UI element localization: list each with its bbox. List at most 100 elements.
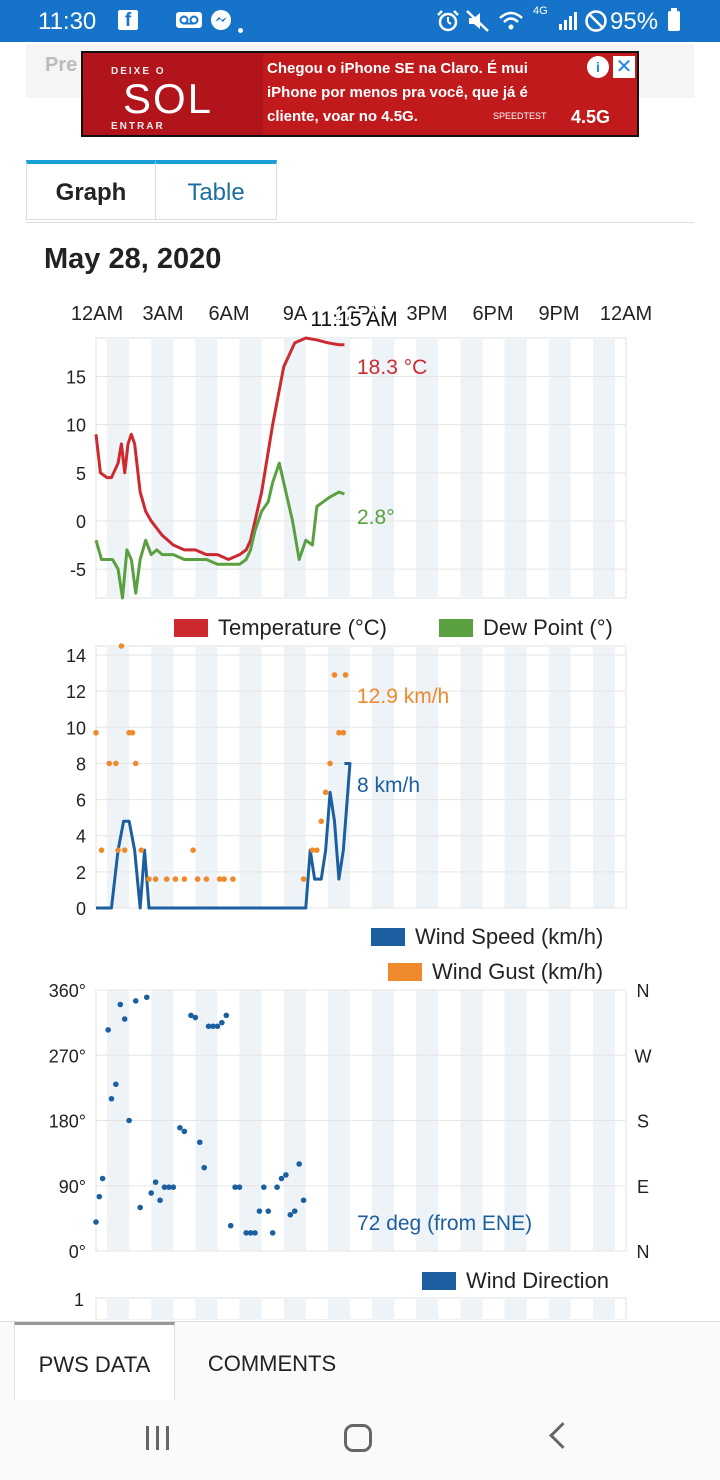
y-right-tick-label: N: [637, 1242, 650, 1262]
ad-close-icon[interactable]: ✕: [613, 56, 635, 78]
data-point: [106, 760, 113, 767]
y-tick-label: 270°: [49, 1046, 86, 1066]
y-tick-label: 10: [66, 718, 86, 738]
series-line: [96, 761, 352, 910]
data-point: [181, 1128, 188, 1135]
data-point: [108, 1095, 115, 1102]
data-point: [314, 847, 320, 853]
legend-windgust-label: Wind Gust (km/h): [432, 959, 603, 984]
legend-windspeed-label: Wind Speed (km/h): [415, 924, 603, 949]
data-point: [143, 994, 150, 1001]
y-tick-label: 1: [74, 1290, 84, 1310]
data-point: [190, 847, 196, 853]
y-tick-label: 8: [76, 754, 86, 774]
time-axis-label: 3AM: [142, 303, 183, 325]
wifi-icon: [498, 10, 524, 38]
data-point: [219, 1019, 225, 1026]
time-band: [195, 1298, 218, 1320]
time-axis-label: 12AM: [71, 303, 123, 325]
time-axis-label: 9PM: [538, 303, 579, 325]
data-point: [129, 729, 136, 736]
data-point: [205, 1023, 212, 1030]
battery-icon: [668, 8, 680, 31]
data-point: [265, 1208, 272, 1214]
data-point: [283, 1172, 289, 1178]
data-point: [232, 1184, 238, 1190]
data-point: [113, 760, 119, 767]
data-point: [300, 1197, 307, 1204]
time-band: [548, 338, 571, 598]
time-band: [416, 338, 439, 598]
ad-speedtest-logo: SPEEDTEST: [493, 111, 547, 121]
system-nav-bar: [0, 1400, 720, 1480]
data-point: [192, 1014, 199, 1021]
data-point: [261, 1184, 267, 1190]
data-point: [170, 1184, 177, 1190]
mute-icon: [466, 10, 490, 38]
legend-windgust-swatch: [388, 963, 422, 981]
legend-direction-swatch: [422, 1272, 456, 1290]
data-point: [336, 729, 342, 736]
time-band: [460, 646, 483, 908]
data-point: [256, 1208, 263, 1214]
home-icon[interactable]: [344, 1424, 372, 1452]
data-point: [331, 672, 338, 678]
ad-line-3: cliente, voar no 4.5G.: [267, 108, 418, 125]
current-gust-label: 12.9 km/h: [357, 685, 449, 708]
messenger-icon: [210, 10, 232, 38]
tab-pws-data[interactable]: PWS DATA: [14, 1322, 175, 1401]
data-point: [247, 1230, 254, 1236]
current-temperature-label: 18.3 °C: [357, 356, 427, 379]
data-point: [121, 847, 128, 853]
data-point: [138, 847, 145, 853]
y-tick-label: 180°: [49, 1112, 86, 1132]
voicemail-icon: [176, 12, 202, 34]
data-point: [216, 876, 223, 882]
time-band: [327, 1298, 350, 1320]
4g-icon: 4G: [533, 5, 548, 17]
y-tick-label: -5: [70, 560, 86, 580]
time-band: [548, 646, 571, 908]
data-point: [96, 1193, 103, 1200]
time-band: [107, 338, 130, 598]
time-band: [372, 1298, 395, 1320]
time-band: [372, 646, 395, 908]
dot-icon: [238, 17, 243, 39]
time-band: [239, 338, 262, 598]
ad-brand-panel: [83, 53, 263, 135]
tab-graph[interactable]: Graph: [26, 160, 156, 220]
ad-line-2: iPhone por menos pra você, que já é: [267, 84, 528, 101]
time-band: [504, 1298, 527, 1320]
time-band: [327, 338, 350, 598]
time-band: [195, 646, 218, 908]
data-point: [318, 818, 325, 825]
ad-line-1: Chegou o iPhone SE na Claro. É mui: [267, 60, 528, 77]
data-point: [230, 876, 236, 882]
data-point: [152, 876, 159, 882]
legend-direction-label: Wind Direction: [466, 1268, 609, 1293]
time-band: [416, 646, 439, 908]
legend-temperature-swatch: [174, 619, 208, 637]
back-icon[interactable]: [549, 1422, 576, 1449]
status-bar: 11:30 f 4G 95%: [0, 0, 720, 42]
y-tick-label: 0°: [69, 1242, 86, 1262]
data-point: [269, 1230, 276, 1236]
y-tick-label: 10: [66, 416, 86, 436]
ad-info-icon[interactable]: i: [587, 56, 609, 78]
y-tick-label: 2: [76, 863, 86, 883]
time-band: [504, 646, 527, 908]
ad-banner[interactable]: DEIXE O SOL ENTRAR Chegou o iPhone SE na…: [81, 51, 639, 137]
time-band: [592, 1298, 615, 1320]
tab-table[interactable]: Table: [155, 160, 277, 220]
time-band: [460, 1298, 483, 1320]
time-band: [107, 1298, 130, 1320]
data-point: [157, 1197, 163, 1204]
data-point: [166, 1184, 172, 1190]
data-point: [93, 1219, 99, 1225]
time-band: [283, 338, 306, 598]
recent-apps-icon[interactable]: [146, 1426, 170, 1450]
tab-comments[interactable]: COMMENTS: [207, 1351, 337, 1376]
data-point: [309, 847, 316, 853]
data-point: [113, 1081, 119, 1088]
